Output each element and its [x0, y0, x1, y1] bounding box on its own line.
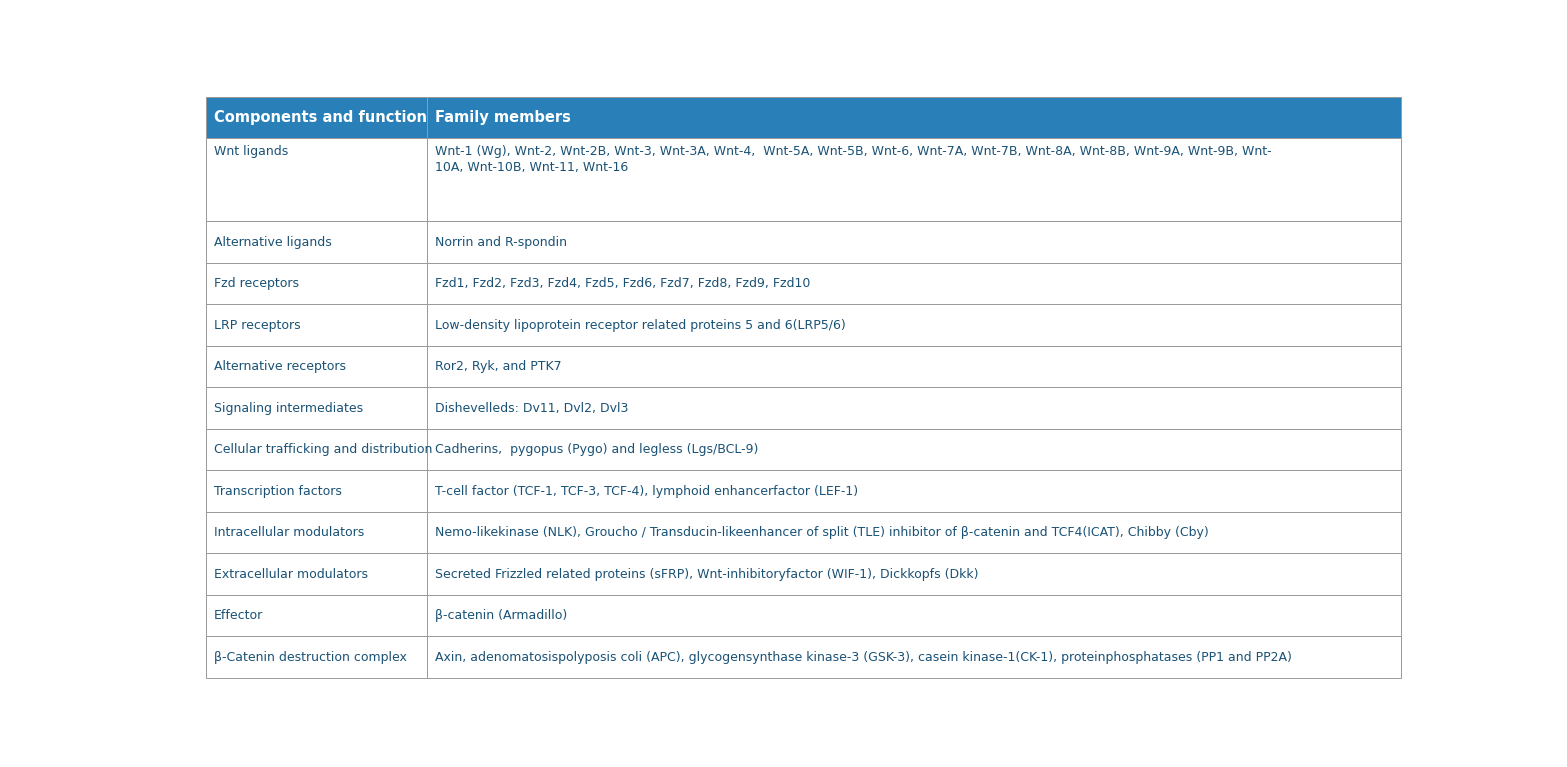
Text: Ror2, Ryk, and PTK7: Ror2, Ryk, and PTK7 [436, 360, 563, 373]
Text: β-Catenin destruction complex: β-Catenin destruction complex [215, 650, 407, 663]
Text: Transcription factors: Transcription factors [215, 485, 342, 498]
Text: Nemo-likekinase (NLK), Groucho / Transducin-likeenhancer of split (TLE) inhibito: Nemo-likekinase (NLK), Groucho / Transdu… [436, 526, 1208, 539]
Bar [205, 429, 426, 470]
Bar [426, 346, 1401, 387]
Text: β-catenin (Armadillo): β-catenin (Armadillo) [436, 609, 567, 622]
Text: Secreted Frizzled related proteins (sFRP), Wnt-inhibitoryfactor (WIF-1), Dickkop: Secreted Frizzled related proteins (sFRP… [436, 568, 979, 581]
Bar [205, 304, 426, 346]
Text: Intracellular modulators: Intracellular modulators [215, 526, 365, 539]
Bar [205, 595, 426, 637]
Bar [205, 512, 426, 553]
Text: Alternative receptors: Alternative receptors [215, 360, 346, 373]
Text: Signaling intermediates: Signaling intermediates [215, 402, 364, 415]
Bar [205, 470, 426, 512]
Bar [205, 553, 426, 595]
Text: Cadherins,  pygopus (Pygo) and legless (Lgs/BCL-9): Cadherins, pygopus (Pygo) and legless (L… [436, 443, 758, 456]
Bar [205, 222, 426, 263]
Text: T-cell factor (TCF-1, TCF-3, TCF-4), lymphoid enhancerfactor (LEF-1): T-cell factor (TCF-1, TCF-3, TCF-4), lym… [436, 485, 859, 498]
Bar [205, 97, 426, 138]
Text: Dishevelleds: Dv11, Dvl2, Dvl3: Dishevelleds: Dv11, Dvl2, Dvl3 [436, 402, 628, 415]
Text: Alternative ligands: Alternative ligands [215, 235, 332, 249]
Bar [426, 595, 1401, 637]
Text: Wnt ligands: Wnt ligands [215, 146, 288, 158]
Text: Fzd1, Fzd2, Fzd3, Fzd4, Fzd5, Fzd6, Fzd7, Fzd8, Fzd9, Fzd10: Fzd1, Fzd2, Fzd3, Fzd4, Fzd5, Fzd6, Fzd7… [436, 277, 810, 290]
Text: Axin, adenomatosispolyposis coli (APC), glycogensynthase kinase-3 (GSK-3), casei: Axin, adenomatosispolyposis coli (APC), … [436, 650, 1293, 663]
Bar [205, 346, 426, 387]
Bar [426, 97, 1401, 138]
Text: Low-density lipoprotein receptor related proteins 5 and 6(LRP5/6): Low-density lipoprotein receptor related… [436, 318, 846, 331]
Text: Wnt-1 (Wg), Wnt-2, Wnt-2B, Wnt-3, Wnt-3A, Wnt-4,  Wnt-5A, Wnt-5B, Wnt-6, Wnt-7A,: Wnt-1 (Wg), Wnt-2, Wnt-2B, Wnt-3, Wnt-3A… [436, 146, 1272, 174]
Bar [426, 222, 1401, 263]
Bar [426, 304, 1401, 346]
Text: Norrin and R-spondin: Norrin and R-spondin [436, 235, 567, 249]
Bar [205, 138, 426, 222]
Bar [205, 263, 426, 304]
Bar [426, 263, 1401, 304]
Bar [426, 512, 1401, 553]
Bar [426, 138, 1401, 222]
Text: Family members: Family members [436, 110, 570, 125]
Bar [205, 637, 426, 678]
Bar [426, 553, 1401, 595]
Bar [205, 387, 426, 429]
Bar [426, 429, 1401, 470]
Text: LRP receptors: LRP receptors [215, 318, 301, 331]
Text: Fzd receptors: Fzd receptors [215, 277, 299, 290]
Bar [426, 387, 1401, 429]
Bar [426, 470, 1401, 512]
Text: Extracellular modulators: Extracellular modulators [215, 568, 368, 581]
Text: Cellular trafficking and distribution: Cellular trafficking and distribution [215, 443, 432, 456]
Text: Effector: Effector [215, 609, 263, 622]
Bar [426, 637, 1401, 678]
Text: Components and function: Components and function [215, 110, 428, 125]
